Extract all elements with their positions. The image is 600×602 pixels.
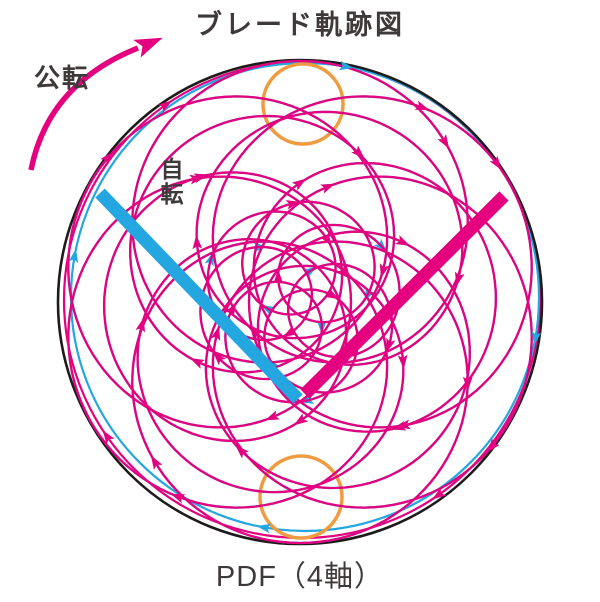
magenta-arrowhead-icon — [248, 326, 263, 340]
blade-b-trajectory-1 — [67, 59, 533, 545]
magenta-arrowhead-icon — [285, 200, 301, 210]
magenta-arrowhead-icon — [235, 445, 249, 459]
magenta-arrowhead-icon — [455, 271, 465, 287]
magenta-arrowhead-icon — [293, 413, 309, 426]
magenta-arrowhead-icon — [379, 263, 390, 278]
magenta-arrowhead-icon — [273, 269, 284, 284]
magenta-arrowhead-icon — [193, 173, 209, 183]
vessel-outline — [56, 58, 544, 546]
cyan-arrowhead-icon — [68, 248, 79, 264]
cyan-arrowhead-icon — [531, 330, 542, 346]
magenta-arrowhead-icon — [463, 376, 473, 391]
guide-circle-bottom — [258, 454, 344, 540]
magenta-arrowhead-icon — [190, 358, 205, 369]
cyan-arrowhead-icon — [338, 60, 354, 71]
magenta-arrowhead-icon — [391, 421, 407, 431]
figure-caption: PDF（4軸） — [215, 561, 385, 593]
magenta-arrowhead-icon — [337, 264, 352, 278]
magenta-arrowhead-icon — [170, 493, 186, 504]
magenta-arrowhead-icon — [213, 351, 226, 366]
cyan-arrowhead-icon — [256, 523, 272, 534]
guide-circle-top — [261, 62, 345, 146]
magenta-arrowhead-icon — [489, 155, 502, 170]
rotation-label: 自転 — [157, 157, 183, 207]
magenta-arrowhead-icon — [282, 326, 298, 338]
magenta-arrowhead-icon — [386, 337, 396, 353]
magenta-arrowhead-icon — [320, 232, 332, 247]
blade-b-blade — [300, 191, 509, 399]
magenta-arrowhead-icon — [351, 145, 365, 159]
magenta-arrowhead-icon — [397, 354, 408, 370]
revolution-label: 公転 — [34, 63, 91, 93]
revolution-arrowhead-icon — [133, 37, 163, 58]
magenta-arrowhead-icon — [265, 410, 280, 421]
magenta-arrowhead-icon — [210, 326, 221, 341]
magenta-arrowhead-icon — [395, 235, 410, 246]
magenta-arrowhead-icon — [486, 438, 500, 453]
magenta-arrowhead-icon — [150, 455, 163, 470]
magenta-arrowhead-icon — [100, 151, 114, 166]
magenta-arrowhead-icon — [432, 487, 447, 500]
magenta-arrowhead-icon — [192, 234, 203, 250]
blade-b-trajectory-3 — [199, 200, 401, 404]
magenta-arrowhead-icon — [135, 317, 145, 333]
blade-b-trajectory-2 — [102, 110, 498, 494]
magenta-arrowhead-icon — [157, 100, 172, 113]
blade-a-blade — [95, 188, 303, 404]
magenta-arrowhead-icon — [414, 100, 430, 111]
magenta-arrowhead-icon — [291, 178, 307, 191]
magenta-arrowhead-icon — [102, 430, 115, 445]
magenta-arrowhead-icon — [320, 183, 335, 194]
revolution-arrow — [28, 45, 140, 171]
magenta-arrowhead-icon — [437, 134, 450, 149]
magenta-arrowhead-icon — [225, 302, 237, 317]
figure-title: ブレード軌跡図 — [195, 10, 405, 40]
magenta-arrowhead-icon — [324, 288, 340, 300]
